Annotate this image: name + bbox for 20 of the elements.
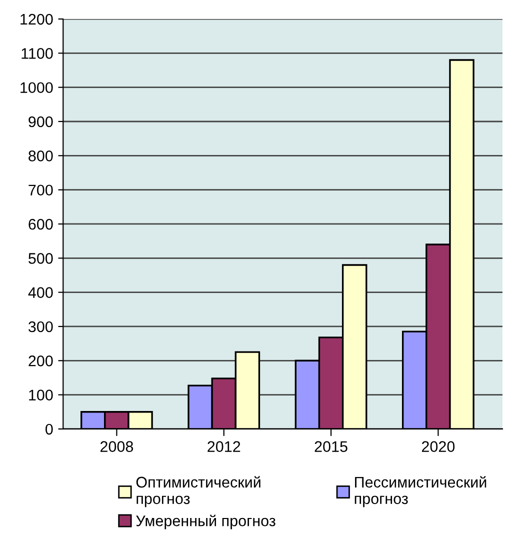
y-tick-label: 300: [28, 321, 53, 332]
y-tick-label: 100: [29, 390, 53, 400]
y-tick-label: 800: [28, 150, 53, 162]
y-tick-label: 1200: [20, 14, 53, 25]
y-tick-label: 1000: [20, 82, 53, 94]
y-tick-label: 600: [28, 218, 53, 230]
x-tick-label: 2015: [314, 441, 348, 452]
y-tick-label: 400: [28, 287, 53, 298]
y-tick-label: 200: [28, 356, 53, 366]
x-tick-label: 2008: [100, 441, 134, 452]
y-tick-label: 1100: [22, 48, 53, 59]
y-tick-label: 0: [46, 424, 53, 435]
x-tick-label: 2012: [208, 441, 240, 452]
legend-label: Пессимистический прогноз: [354, 476, 486, 508]
legend-label: Оптимистический прогноз: [136, 476, 260, 508]
y-tick-label: 700: [28, 184, 53, 196]
legend-label: Умеренный прогноз: [136, 514, 276, 530]
x-tick-label: 2020: [422, 441, 455, 452]
y-tick-label: 500: [28, 253, 53, 264]
y-tick-label: 900: [28, 116, 53, 128]
